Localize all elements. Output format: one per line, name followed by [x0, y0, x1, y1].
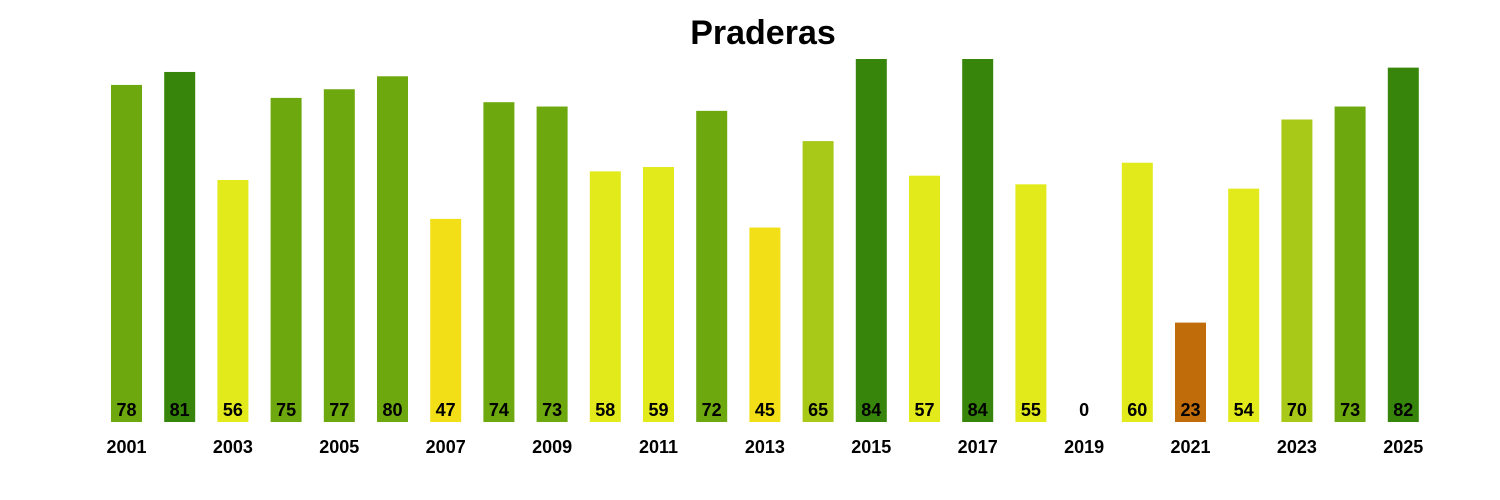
bar-2016 — [909, 175, 940, 422]
value-label-2002: 81 — [170, 400, 190, 420]
bar-2023 — [1281, 119, 1313, 422]
x-tick-label-2021: 2021 — [1170, 437, 1210, 457]
bar-2005 — [323, 89, 355, 422]
bar-2008 — [483, 102, 515, 423]
bar-2007 — [430, 218, 462, 422]
value-label-2019: 0 — [1079, 400, 1089, 420]
x-tick-label-2007: 2007 — [426, 437, 466, 457]
value-label-2020: 60 — [1127, 400, 1147, 420]
value-label-2015: 84 — [861, 400, 881, 420]
x-tick-label-2019: 2019 — [1064, 437, 1104, 457]
value-label-2017: 84 — [968, 400, 988, 420]
value-label-2011: 59 — [648, 400, 668, 420]
bar-2020 — [1121, 162, 1153, 422]
bar-2025 — [1387, 67, 1419, 422]
bar-2001 — [111, 84, 142, 423]
bar-2024 — [1334, 106, 1366, 422]
bars-group — [111, 59, 1419, 423]
value-label-2004: 75 — [276, 400, 296, 420]
bar-2013 — [749, 227, 781, 422]
value-label-2018: 55 — [1021, 400, 1041, 420]
bar-2006 — [377, 76, 408, 422]
value-label-2025: 82 — [1393, 400, 1413, 420]
x-tick-label-2015: 2015 — [851, 437, 891, 457]
value-label-2021: 23 — [1180, 400, 1200, 420]
value-label-2016: 57 — [914, 400, 934, 420]
bar-2012 — [696, 110, 728, 423]
x-axis-tick-labels: 2001 2003 2005 2007 2009 2011 2013 2015 2017 2019… — [106, 437, 1423, 457]
x-tick-label-2005: 2005 — [319, 437, 359, 457]
value-label-2008: 74 — [489, 400, 509, 420]
x-tick-label-2023: 2023 — [1277, 437, 1317, 457]
x-tick-label-2013: 2013 — [745, 437, 785, 457]
value-label-2010: 58 — [595, 400, 615, 420]
value-label-2007: 47 — [436, 400, 456, 420]
bar-2022 — [1228, 188, 1260, 422]
x-tick-label-2003: 2003 — [213, 437, 253, 457]
value-label-2024: 73 — [1340, 400, 1360, 420]
bar-2004 — [270, 97, 302, 422]
x-tick-label-2017: 2017 — [958, 437, 998, 457]
bar-2011 — [643, 167, 674, 422]
bar-2014 — [802, 141, 834, 423]
x-tick-label-2001: 2001 — [106, 437, 146, 457]
bar-2018 — [1015, 184, 1047, 422]
x-tick-label-2011: 2011 — [639, 437, 678, 457]
x-tick-label-2009: 2009 — [532, 437, 572, 457]
value-label-2006: 80 — [382, 400, 402, 420]
value-label-2005: 77 — [329, 400, 349, 420]
value-labels-group: 78 81 56 75 77 80 47 74 73 58 59 72 45 65 84 57 84 55 0 60 2… — [116, 400, 1413, 420]
value-label-2012: 72 — [702, 400, 722, 420]
bar-2009 — [536, 106, 568, 422]
bar-2003 — [217, 180, 249, 422]
value-label-2003: 56 — [223, 400, 243, 420]
chart-title: Praderas — [690, 14, 836, 52]
bar-2002 — [164, 71, 196, 423]
value-label-2023: 70 — [1287, 400, 1307, 420]
bar-2021 — [1175, 322, 1206, 422]
value-label-2013: 45 — [755, 400, 775, 420]
value-label-2009: 73 — [542, 400, 562, 420]
x-tick-label-2025: 2025 — [1383, 437, 1423, 457]
value-label-2022: 54 — [1234, 400, 1254, 420]
bar-2017 — [962, 59, 994, 422]
value-label-2014: 65 — [808, 400, 828, 420]
value-label-2001: 78 — [116, 400, 136, 420]
bar-2010 — [589, 171, 621, 422]
bar-2015 — [855, 59, 887, 422]
